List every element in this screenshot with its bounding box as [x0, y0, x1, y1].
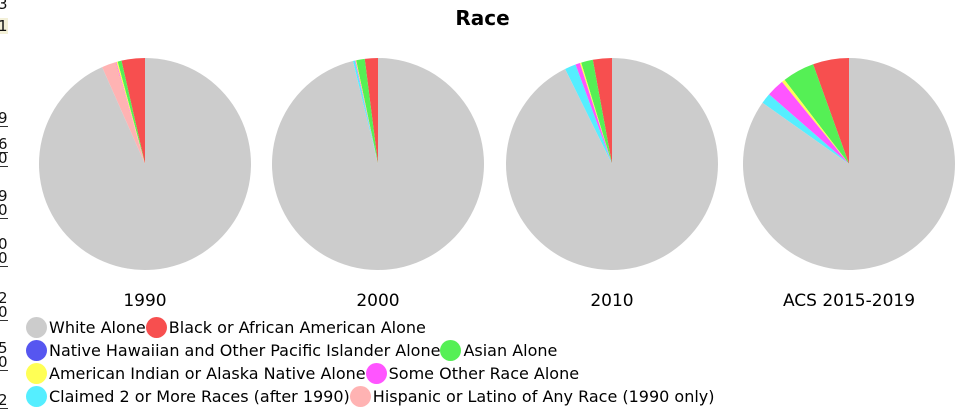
pie-label: 1990 [123, 291, 166, 311]
pie-slice [575, 62, 612, 164]
pie-slice [784, 64, 849, 164]
left-fragment-text: 0 [0, 249, 8, 267]
legend-label: Native Hawaiian and Other Pacific Island… [49, 341, 441, 360]
pie-3: ACS 2015-2019 [743, 58, 955, 311]
pie-slice [565, 64, 612, 164]
legend-row: Claimed 2 or More Races (after 1990) Hisp… [26, 385, 715, 408]
left-fragment-text: 0 [0, 235, 8, 253]
left-fragment-text: 0 [0, 149, 8, 167]
pie-slice [813, 58, 849, 164]
left-fragment-text: 0 [0, 353, 8, 371]
legend-label: Claimed 2 or More Races (after 1990) [49, 387, 350, 406]
legend-item: Hispanic or Latino of Any Race (1990 onl… [349, 385, 715, 408]
left-fragment-text: 1 [0, 17, 8, 35]
pie-label: 2010 [590, 291, 633, 311]
chart-legend: White Alone Black or African American Alo… [26, 316, 715, 408]
pie-slice [355, 60, 378, 164]
pie-slice [506, 58, 719, 271]
pie-slice [354, 60, 378, 165]
pie-slice [116, 61, 145, 164]
left-fragment-text: 0 [0, 303, 8, 321]
legend-swatch [26, 386, 47, 407]
pie-2: 2010 [506, 58, 719, 311]
legend-swatch [349, 386, 371, 407]
pie-slice [592, 58, 612, 164]
pie-slice [272, 58, 484, 270]
left-fragment-text: 5 [0, 339, 8, 357]
pie-slice [102, 62, 145, 164]
pie-slice [352, 60, 378, 164]
legend-swatch [26, 317, 47, 338]
legend-label: Asian Alone [463, 341, 558, 360]
legend-label: American Indian or Alaska Native Alone [49, 364, 366, 383]
legend-swatch [26, 340, 47, 361]
pie-slice [115, 61, 145, 164]
pie-slice [121, 58, 145, 164]
legend-row: American Indian or Alaska Native Alone So… [26, 362, 715, 385]
legend-item: White Alone [26, 316, 146, 339]
legend-row: Native Hawaiian and Other Pacific Island… [26, 339, 715, 362]
left-fragment-text: 9 [0, 187, 8, 205]
legend-item: Asian Alone [440, 339, 557, 362]
left-fragment-text: 3 [0, 0, 8, 13]
legend-item: Some Other Race Alone [365, 362, 580, 385]
pie-label: ACS 2015-2019 [783, 291, 915, 311]
left-fragment-text: 6 [0, 135, 8, 153]
legend-swatch [26, 363, 47, 384]
legend-row: White Alone Black or African American Alo… [26, 316, 715, 339]
pie-slice [743, 58, 955, 270]
pie-slice [117, 60, 145, 164]
left-fragment-text: 2 [0, 289, 8, 307]
chart-title: Race [455, 6, 510, 30]
legend-item: Native Hawaiian and Other Pacific Island… [26, 339, 440, 362]
legend-swatch [145, 317, 167, 338]
pie-slice [579, 62, 612, 164]
left-fragment-text: 0 [0, 201, 8, 219]
pie-slice [781, 79, 849, 164]
pie-slice [581, 59, 612, 164]
left-fragment-text: 9 [0, 109, 8, 127]
pie-slice [769, 81, 849, 164]
legend-label: Black or African American Alone [168, 318, 426, 337]
pie-slice [39, 58, 251, 271]
left-fragment-text: 2 [0, 391, 8, 409]
pie-slice [762, 94, 849, 164]
pie-slice [364, 58, 378, 164]
legend-swatch [365, 363, 387, 384]
legend-item: American Indian or Alaska Native Alone [26, 362, 366, 385]
pie-label: 2000 [356, 291, 399, 311]
pie-1: 2000 [272, 58, 484, 311]
legend-item: Claimed 2 or More Races (after 1990) [26, 385, 350, 408]
legend-swatch [440, 340, 462, 361]
legend-item: Black or African American Alone [145, 316, 426, 339]
legend-label: White Alone [49, 318, 146, 337]
pie-0: 1990 [39, 58, 251, 311]
legend-label: Hispanic or Latino of Any Race (1990 onl… [372, 387, 715, 406]
legend-label: Some Other Race Alone [388, 364, 580, 383]
pie-slice [356, 58, 378, 164]
